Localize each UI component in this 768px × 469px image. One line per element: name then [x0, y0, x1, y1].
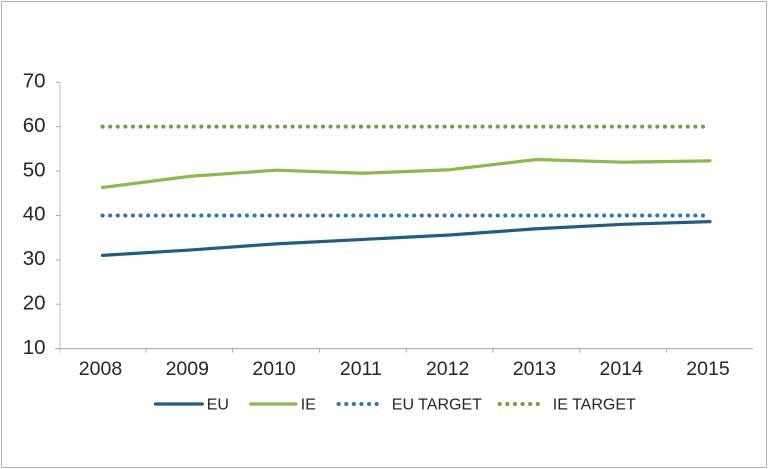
svg-text:70: 70 [23, 70, 46, 93]
svg-text:60: 60 [23, 114, 46, 137]
svg-text:EU: EU [207, 397, 229, 414]
svg-text:IE: IE [301, 397, 316, 414]
svg-text:20: 20 [23, 292, 46, 315]
svg-text:2015: 2015 [686, 358, 730, 380]
svg-text:2009: 2009 [166, 358, 209, 380]
svg-text:2012: 2012 [426, 358, 469, 380]
svg-text:2010: 2010 [252, 358, 296, 380]
svg-text:IE TARGET: IE TARGET [553, 397, 636, 414]
svg-text:EU TARGET: EU TARGET [392, 397, 482, 414]
svg-text:2013: 2013 [513, 358, 556, 380]
svg-text:10: 10 [23, 336, 46, 359]
svg-text:50: 50 [23, 158, 46, 181]
svg-text:2014: 2014 [600, 358, 644, 380]
svg-text:30: 30 [23, 247, 46, 270]
svg-text:2008: 2008 [79, 358, 122, 380]
svg-text:40: 40 [23, 203, 46, 226]
svg-text:2011: 2011 [340, 358, 382, 380]
